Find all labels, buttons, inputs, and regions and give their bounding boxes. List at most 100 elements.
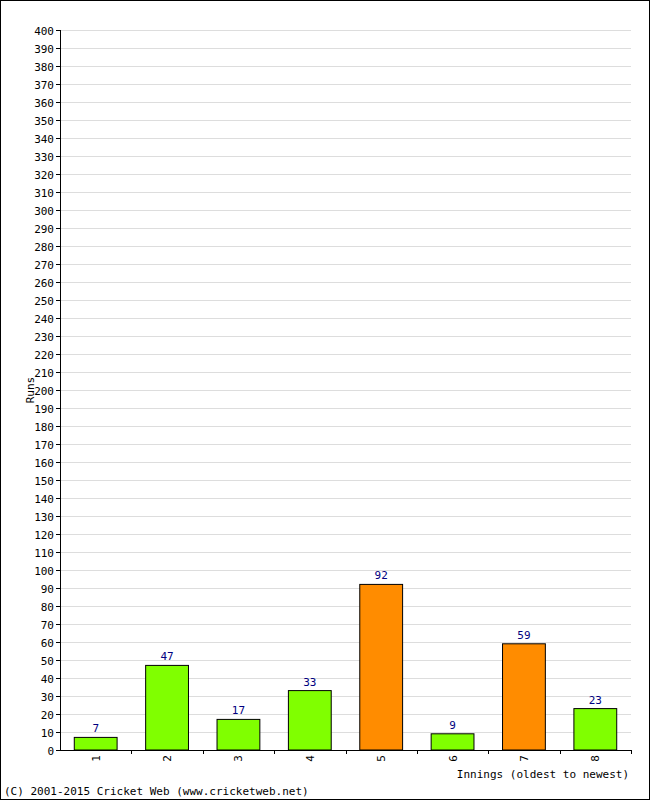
- data-label: 7: [92, 722, 99, 735]
- grid-line: [60, 480, 631, 481]
- y-tick-label: 20: [41, 709, 54, 722]
- frame: [1, 1, 650, 800]
- bar: [288, 691, 331, 750]
- y-tick-label: 250: [34, 295, 54, 308]
- y-tick-label: 340: [34, 133, 54, 146]
- annotation: (C) 2001-2015 Cricket Web (www.cricketwe…: [4, 785, 309, 798]
- grid-line: [60, 588, 631, 589]
- y-tick: [56, 444, 60, 445]
- y-tick-label: 240: [34, 313, 54, 326]
- y-tick-label: 30: [41, 691, 54, 704]
- data-label: 33: [303, 676, 316, 689]
- y-tick: [56, 354, 60, 355]
- y-tick: [56, 174, 60, 175]
- y-tick: [56, 120, 60, 121]
- y-tick-label: 110: [34, 547, 54, 560]
- y-tick: [56, 426, 60, 427]
- x-axis-label: Innings (oldest to newest): [457, 768, 629, 781]
- y-tick-label: 350: [34, 115, 54, 128]
- grid-line: [60, 30, 631, 31]
- y-tick-label: 190: [34, 403, 54, 416]
- y-tick: [56, 516, 60, 517]
- x-tick-label: 2: [161, 755, 174, 762]
- bar: [146, 665, 189, 750]
- grid-line: [60, 48, 631, 49]
- x-tick-label: 8: [589, 755, 602, 762]
- bar: [360, 584, 403, 750]
- y-tick-label: 280: [34, 241, 54, 254]
- y-tick-label: 180: [34, 421, 54, 434]
- y-tick-label: 140: [34, 493, 54, 506]
- y-tick: [56, 696, 60, 697]
- data-label: 9: [449, 719, 456, 732]
- grid-line: [60, 246, 631, 247]
- grid-line: [60, 66, 631, 67]
- y-tick-label: 160: [34, 457, 54, 470]
- y-tick-label: 390: [34, 43, 54, 56]
- y-tick: [56, 210, 60, 211]
- y-tick-label: 80: [41, 601, 54, 614]
- y-tick: [56, 606, 60, 607]
- y-tick-label: 290: [34, 223, 54, 236]
- x-tick: [274, 750, 275, 754]
- bar: [503, 644, 546, 750]
- y-tick-label: 300: [34, 205, 54, 218]
- y-tick-label: 210: [34, 367, 54, 380]
- grid-line: [60, 210, 631, 211]
- grid-line: [60, 120, 631, 121]
- x-tick-label: 1: [90, 755, 103, 762]
- y-tick: [56, 480, 60, 481]
- x-tick: [203, 750, 204, 754]
- y-tick-label: 400: [34, 25, 54, 38]
- grid-line: [60, 282, 631, 283]
- y-tick-label: 100: [34, 565, 54, 578]
- y-tick: [56, 282, 60, 283]
- y-tick-label: 380: [34, 61, 54, 74]
- y-tick-label: 60: [41, 637, 54, 650]
- y-tick-label: 130: [34, 511, 54, 524]
- grid-line: [60, 390, 631, 391]
- y-tick: [56, 552, 60, 553]
- grid-line: [60, 516, 631, 517]
- y-tick-label: 0: [47, 745, 54, 758]
- grid-line: [60, 138, 631, 139]
- grid-line: [60, 336, 631, 337]
- y-tick-label: 230: [34, 331, 54, 344]
- grid-line: [60, 570, 631, 571]
- grid-line: [60, 264, 631, 265]
- grid-line: [60, 300, 631, 301]
- data-label: 47: [160, 650, 173, 663]
- data-label: 92: [375, 569, 388, 582]
- y-tick-label: 360: [34, 97, 54, 110]
- y-tick: [56, 534, 60, 535]
- y-tick: [56, 246, 60, 247]
- x-axis: [60, 750, 631, 751]
- y-tick-label: 90: [41, 583, 54, 596]
- y-tick: [56, 714, 60, 715]
- x-tick: [131, 750, 132, 754]
- y-tick-label: 170: [34, 439, 54, 452]
- y-tick: [56, 336, 60, 337]
- y-tick: [56, 66, 60, 67]
- x-tick: [560, 750, 561, 754]
- y-tick: [56, 732, 60, 733]
- grid-line: [60, 498, 631, 499]
- grid-line: [60, 354, 631, 355]
- y-tick: [56, 678, 60, 679]
- grid-line: [60, 750, 631, 751]
- grid-line: [60, 642, 631, 643]
- y-tick: [56, 408, 60, 409]
- y-tick: [56, 642, 60, 643]
- y-tick: [56, 660, 60, 661]
- y-tick-label: 270: [34, 259, 54, 272]
- grid-line: [60, 534, 631, 535]
- y-tick: [56, 264, 60, 265]
- y-tick-label: 320: [34, 169, 54, 182]
- grid-line: [60, 102, 631, 103]
- bar: [217, 719, 260, 750]
- y-tick: [56, 390, 60, 391]
- y-tick: [56, 156, 60, 157]
- y-tick: [56, 372, 60, 373]
- grid-line: [60, 318, 631, 319]
- x-tick-label: 6: [447, 755, 460, 762]
